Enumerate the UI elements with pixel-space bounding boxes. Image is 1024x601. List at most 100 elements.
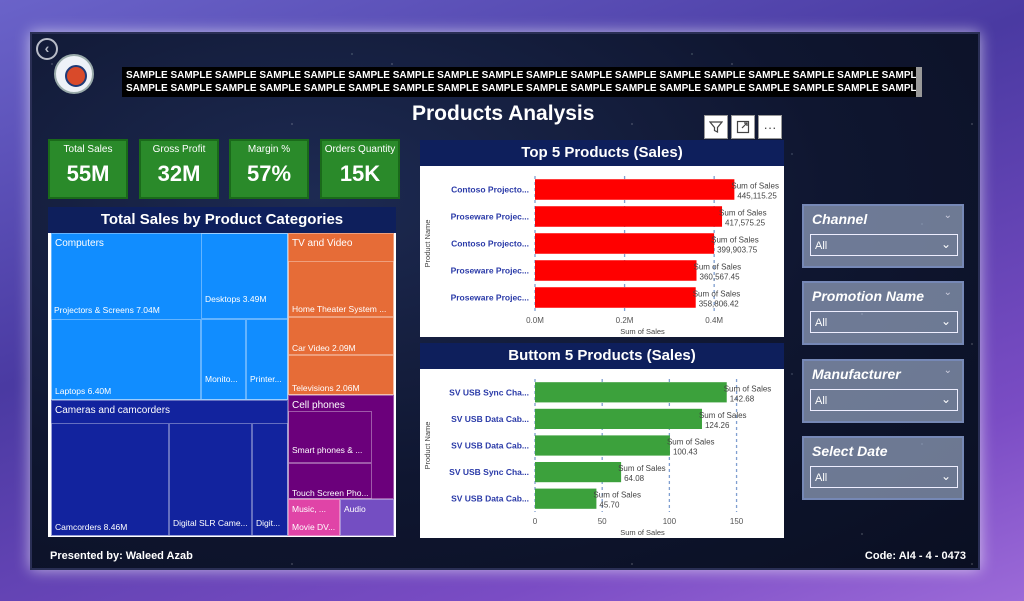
treemap-cell-televisions[interactable]: Televisions 2.06M — [288, 355, 394, 395]
kpi-orders-quantity: Orders Quantity 15K — [320, 139, 400, 199]
date-dropdown[interactable]: All ⌄ — [810, 466, 958, 488]
treemap-cell-cameras[interactable]: Cameras and camcorders — [51, 400, 288, 536]
treemap-cell-audio[interactable]: Audio — [340, 499, 394, 536]
category-label[interactable]: Proseware Projec... — [451, 266, 529, 276]
bar[interactable] — [535, 287, 696, 308]
treemap-cell-car-video[interactable]: Car Video 2.09M — [288, 317, 394, 355]
banner-line-1: SAMPLE SAMPLE SAMPLE SAMPLE SAMPLE SAMPL… — [126, 70, 922, 81]
category-label[interactable]: SV USB Sync Cha... — [449, 387, 529, 397]
promotion-dropdown[interactable]: All ⌄ — [810, 311, 958, 333]
bar[interactable] — [535, 408, 702, 430]
treemap-label: Music, ... — [292, 504, 327, 514]
slicer-title: Promotion Name — [812, 288, 925, 304]
category-label[interactable]: SV USB Data Cab... — [451, 441, 529, 451]
treemap-label: Laptops 6.40M — [55, 386, 112, 396]
treemap-label: Digit... — [256, 518, 281, 528]
data-label: 64.08 — [624, 474, 645, 483]
treemap-cell-desktops[interactable]: Desktops 3.49M — [201, 233, 288, 319]
slicer-manufacturer: Manufacturer ⌄ All ⌄ — [802, 359, 964, 423]
report-code: Code: AI4 - 4 - 0473 — [864, 550, 966, 562]
focus-mode-icon[interactable] — [731, 115, 755, 139]
bar[interactable] — [535, 179, 735, 200]
bar[interactable] — [535, 461, 622, 483]
treemap-label: Car Video 2.09M — [292, 343, 356, 353]
data-label: 399,903.75 — [717, 246, 758, 255]
treemap-cell-cell-phones[interactable]: Cell phones — [288, 395, 394, 499]
presenter-credit: Presented by: Waleed Azab — [50, 550, 193, 562]
x-axis-title: Sum of Sales — [620, 528, 665, 537]
x-tick-label: 150 — [730, 517, 744, 526]
bar[interactable] — [535, 435, 670, 456]
chevron-down-icon: ⌄ — [940, 237, 951, 251]
data-label-title: Sum of Sales — [593, 491, 641, 500]
dropdown-value: All — [815, 317, 828, 329]
treemap-cell-monitors[interactable]: Monito... — [201, 319, 246, 400]
category-label[interactable]: Contoso Projecto... — [451, 185, 529, 195]
top5-chart-panel: Top 5 Products (Sales) 0.0M 0.2M 0.4M Sum o… — [420, 140, 784, 337]
data-label-title: Sum of Sales — [711, 236, 759, 245]
bar[interactable] — [535, 382, 727, 403]
chevron-down-icon[interactable]: ⌄ — [943, 365, 952, 376]
treemap-cell-digital[interactable]: Digit... — [252, 423, 288, 536]
treemap-label: Cell phones — [292, 400, 345, 411]
treemap-label: Movie DV... — [292, 522, 336, 532]
back-arrow-icon[interactable]: ‹ — [36, 38, 58, 60]
data-label: 417,575.25 — [725, 219, 766, 228]
data-label-title: Sum of Sales — [667, 438, 715, 447]
category-label[interactable]: SV USB Data Cab... — [451, 414, 529, 424]
more-options-icon[interactable]: ··· — [758, 115, 782, 139]
kpi-value: 57% — [246, 161, 292, 186]
bar[interactable] — [535, 260, 697, 281]
dropdown-value: All — [815, 472, 828, 484]
data-label: 445,115.25 — [737, 192, 777, 201]
bar[interactable] — [535, 488, 597, 509]
dropdown-value: All — [815, 395, 828, 407]
data-label: 142.68 — [730, 394, 755, 403]
bottom5-bar-chart: 0 50 100 150 Sum of Sales Product Name SV USB … — [423, 379, 771, 537]
top5-chart-title: Top 5 Products (Sales) — [420, 140, 784, 166]
banner-scrollbar[interactable] — [916, 67, 922, 97]
treemap-cell-music[interactable]: Music, ... Movie DV... — [288, 499, 340, 536]
bar[interactable] — [535, 233, 715, 254]
slicer-title: Manufacturer — [812, 366, 901, 382]
slicer-date: Select Date All ⌄ — [802, 436, 964, 500]
category-label[interactable]: Contoso Projecto... — [451, 239, 529, 249]
treemap-label: Projectors & Screens 7.04M — [54, 305, 160, 315]
treemap-label: Home Theater System ... — [292, 304, 387, 314]
treemap-cell-computers[interactable]: Computers — [51, 233, 288, 400]
treemap-cell-camcorders[interactable]: Camcorders 8.46M — [51, 423, 169, 536]
filter-icon[interactable] — [704, 115, 728, 139]
category-label[interactable]: SV USB Sync Cha... — [449, 467, 529, 477]
data-label: 358,806.42 — [699, 300, 740, 309]
data-label: 45.70 — [599, 501, 620, 510]
x-tick-label: 0.0M — [526, 316, 544, 325]
chevron-down-icon[interactable]: ⌄ — [943, 287, 952, 298]
treemap-cell-tv-video[interactable]: TV and Video — [288, 233, 394, 395]
treemap-label: Camcorders 8.46M — [55, 522, 128, 532]
banner-line-2: SAMPLE SAMPLE SAMPLE SAMPLE SAMPLE SAMPL… — [126, 83, 922, 94]
treemap-cell-projectors[interactable]: Projectors & Screens 7.04M — [51, 293, 201, 319]
data-label-title: Sum of Sales — [694, 263, 742, 272]
treemap-cell-smart-phones[interactable]: Smart phones & ... — [288, 411, 372, 463]
treemap-cell-dslr[interactable]: Digital SLR Came... — [169, 423, 252, 536]
treemap-label: Printer... — [250, 374, 282, 384]
treemap-label: Touch Screen Pho... — [292, 488, 369, 498]
treemap-cell-home-theater[interactable]: Home Theater System ... — [288, 261, 394, 317]
x-tick-label: 0.2M — [616, 316, 634, 325]
chevron-down-icon: ⌄ — [940, 314, 951, 328]
kpi-margin: Margin % 57% — [229, 139, 309, 199]
category-label[interactable]: Proseware Projec... — [451, 212, 529, 222]
kpi-label: Gross Profit — [152, 144, 206, 155]
bar[interactable] — [535, 206, 723, 227]
treemap-label: TV and Video — [292, 238, 353, 249]
manufacturer-dropdown[interactable]: All ⌄ — [810, 389, 958, 411]
chevron-down-icon[interactable]: ⌄ — [943, 210, 952, 221]
report-canvas: ‹ SAMPLE SAMPLE SAMPLE SAMPLE SAMPLE SAM… — [30, 32, 980, 570]
treemap-cell-printers[interactable]: Printer... — [246, 319, 288, 400]
category-label[interactable]: Proseware Projec... — [451, 293, 529, 303]
treemap-cell-laptops[interactable]: Laptops 6.40M — [51, 319, 201, 400]
treemap-cell-touch-screen[interactable]: Touch Screen Pho... — [288, 463, 372, 499]
kpi-label: Margin % — [247, 144, 291, 155]
category-label[interactable]: SV USB Data Cab... — [451, 494, 529, 504]
channel-dropdown[interactable]: All ⌄ — [810, 234, 958, 256]
